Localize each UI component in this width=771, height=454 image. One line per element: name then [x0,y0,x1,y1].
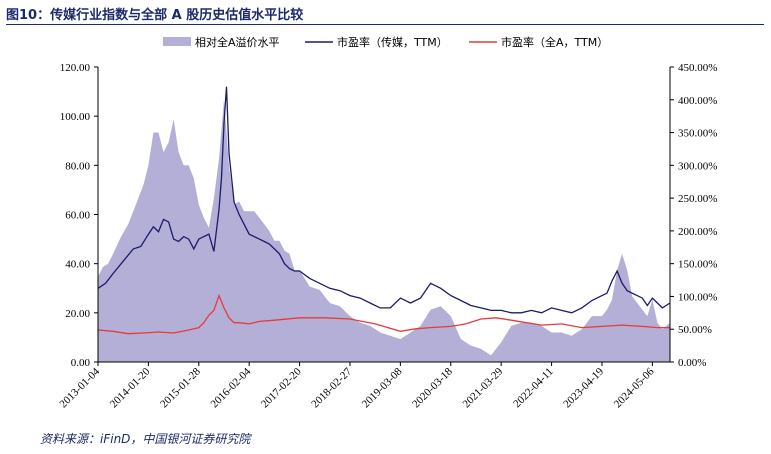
x-tick-label: 2013-01-04 [57,365,102,410]
left-tick-label: 0.00 [71,357,91,369]
right-axis-ticks: 0.00% 50.00% 100.00% 150.00% 200.00% 250.00% 3… [670,62,717,369]
left-tick-label: 80.00 [65,160,90,172]
right-tick-label: 50.00% [678,324,712,336]
left-tick-label: 100.00 [60,111,91,123]
right-tick-label: 450.00% [678,62,717,74]
right-tick-label: 200.00% [678,226,717,238]
x-tick-label: 2017-02-20 [259,365,304,410]
x-tick-label: 2023-04-19 [561,365,606,410]
right-tick-label: 100.00% [678,291,717,303]
legend-swatch-premium [163,37,191,46]
x-tick-label: 2015-01-28 [158,365,203,410]
x-tick-label: 2018-02-27 [309,365,354,410]
x-tick-label: 2022-04-11 [511,366,555,410]
series-line-media [97,86,671,314]
left-axis-ticks: 0.00 20.00 40.00 60.00 80.00 100.00 120.00 [60,62,98,369]
legend-label-all-a: 市盈率（全A，TTM） [501,35,608,49]
source-note: 资料来源：iFinD，中国银河证券研究院 [40,432,251,446]
x-tick-label: 2016-02-04 [209,365,254,410]
x-tick-label: 2020-03-18 [410,365,455,410]
x-tick-label: 2014-01-20 [108,365,153,410]
chart-title: 图10：传媒行业指数与全部 A 股历史估值水平比较 [6,8,304,23]
right-tick-label: 350.00% [678,128,717,140]
right-tick-label: 250.00% [678,193,717,205]
legend-label-media: 市盈率（传媒，TTM） [337,35,448,49]
legend: 相对全A溢价水平 市盈率（传媒，TTM） 市盈率（全A，TTM） [163,35,608,49]
right-tick-label: 300.00% [678,160,717,172]
x-axis-ticks: 2013-01-04 2014-01-20 2015-01-28 2016-02-04… [57,362,657,410]
x-tick-label: 2024-05-06 [612,365,657,410]
x-tick-label: 2019-03-08 [360,365,405,410]
right-tick-label: 0.00% [678,357,706,369]
x-tick-label: 2021-03-29 [461,365,506,410]
left-tick-label: 40.00 [65,259,90,271]
series-area-premium [98,99,670,363]
series-line-all-a [97,293,670,335]
left-tick-label: 120.00 [60,62,91,74]
left-tick-label: 60.00 [65,210,90,222]
legend-label-premium: 相对全A溢价水平 [195,35,280,49]
title-divider [6,24,764,25]
right-tick-label: 150.00% [678,259,717,271]
right-tick-label: 400.00% [678,95,717,107]
left-tick-label: 20.00 [65,308,90,320]
